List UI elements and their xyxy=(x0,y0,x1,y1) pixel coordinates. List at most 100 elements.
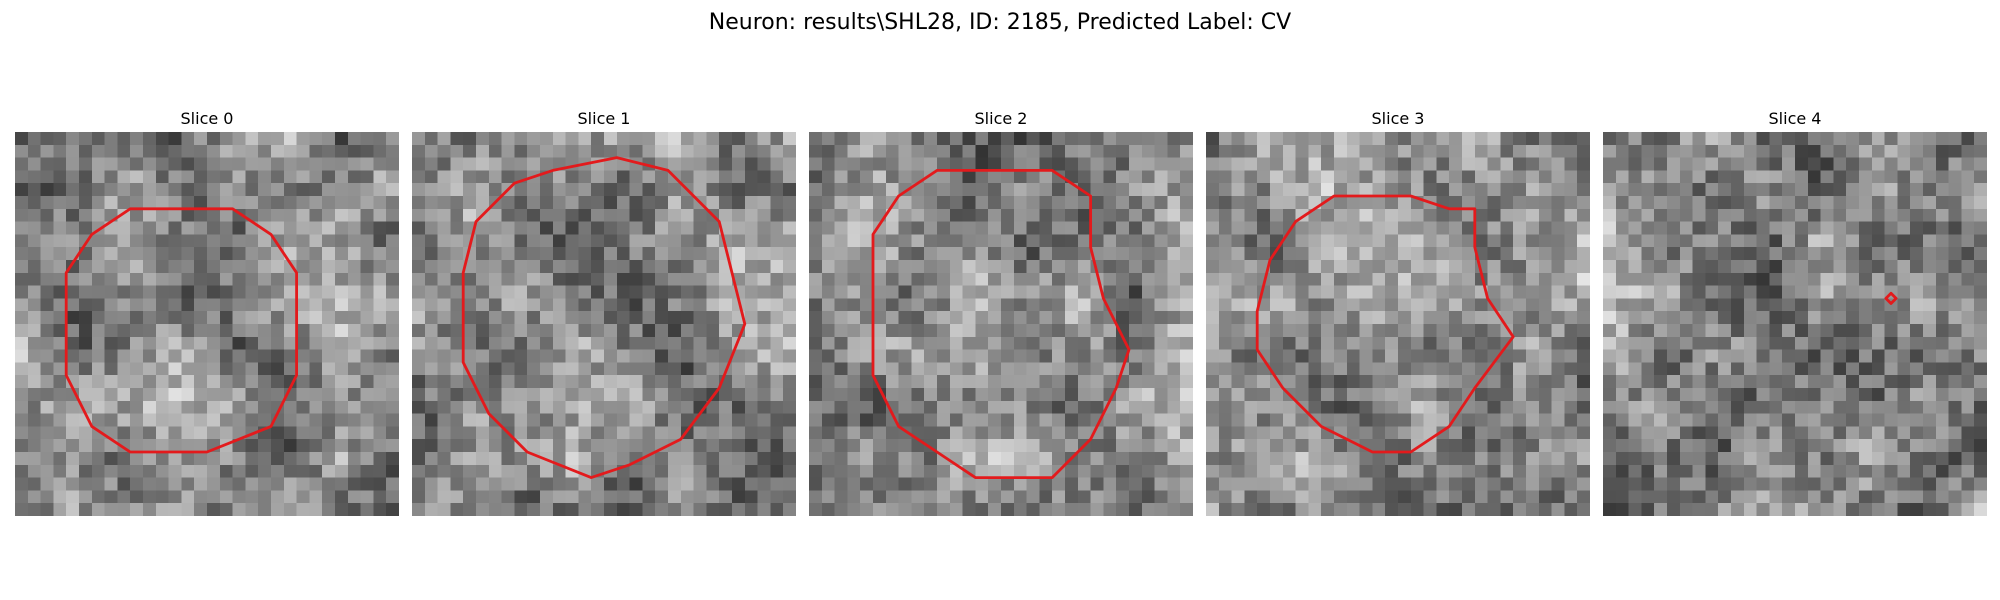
pixel xyxy=(424,285,438,299)
pixel xyxy=(1923,349,1937,363)
pixel xyxy=(1154,324,1168,338)
pixel xyxy=(1141,272,1155,286)
pixel xyxy=(911,260,925,274)
pixel xyxy=(988,388,1002,402)
pixel xyxy=(1526,336,1540,350)
pixel xyxy=(629,490,643,504)
pixel xyxy=(245,375,259,389)
pixel xyxy=(27,234,41,248)
pixel xyxy=(1270,170,1284,184)
pixel xyxy=(757,132,771,146)
pixel xyxy=(360,221,374,235)
pixel xyxy=(1001,234,1015,248)
pixel xyxy=(373,388,387,402)
pixel xyxy=(207,336,221,350)
pixel xyxy=(1871,452,1885,466)
pixel xyxy=(1500,285,1514,299)
pixel xyxy=(501,298,515,312)
pixel xyxy=(1833,413,1847,427)
pixel xyxy=(1551,388,1565,402)
pixel xyxy=(79,426,93,440)
pixel xyxy=(130,170,144,184)
pixel xyxy=(604,439,618,453)
pixel xyxy=(1769,426,1783,440)
pixel xyxy=(232,490,246,504)
pixel xyxy=(783,298,796,312)
pixel xyxy=(860,196,874,210)
pixel xyxy=(501,196,515,210)
pixel xyxy=(40,311,54,325)
pixel xyxy=(424,208,438,222)
pixel xyxy=(527,490,541,504)
pixel xyxy=(194,196,208,210)
pixel xyxy=(347,324,361,338)
pixel xyxy=(347,132,361,146)
pixel xyxy=(1948,439,1962,453)
pixel xyxy=(616,260,630,274)
pixel xyxy=(1667,247,1681,261)
pixel xyxy=(1308,503,1322,516)
pixel xyxy=(1103,272,1117,286)
pixel xyxy=(668,144,682,158)
pixel xyxy=(1474,221,1488,235)
pixel xyxy=(1487,336,1501,350)
pixel xyxy=(1065,196,1079,210)
pixel xyxy=(1603,490,1617,504)
pixel xyxy=(1961,413,1975,427)
pixel xyxy=(1679,503,1693,516)
pixel xyxy=(744,503,758,516)
pixel xyxy=(53,298,67,312)
pixel xyxy=(412,388,426,402)
pixel xyxy=(616,170,630,184)
pixel xyxy=(1538,452,1552,466)
pixel xyxy=(1871,132,1885,146)
pixel xyxy=(155,388,169,402)
pixel xyxy=(1820,247,1834,261)
pixel xyxy=(1948,452,1962,466)
pixel xyxy=(232,183,246,197)
pixel xyxy=(347,170,361,184)
pixel xyxy=(1257,452,1271,466)
pixel xyxy=(463,452,477,466)
pixel xyxy=(1538,439,1552,453)
pixel xyxy=(1910,388,1924,402)
pixel xyxy=(706,285,720,299)
pixel xyxy=(1769,221,1783,235)
pixel xyxy=(1346,132,1360,146)
pixel xyxy=(463,196,477,210)
pixel xyxy=(360,311,374,325)
pixel xyxy=(1795,221,1809,235)
pixel xyxy=(1743,234,1757,248)
pixel xyxy=(757,503,771,516)
pixel xyxy=(1244,490,1258,504)
pixel xyxy=(130,285,144,299)
pixel xyxy=(232,439,246,453)
pixel xyxy=(219,196,233,210)
pixel xyxy=(1052,272,1066,286)
pixel xyxy=(424,324,438,338)
pixel xyxy=(821,196,835,210)
pixel xyxy=(271,349,285,363)
pixel xyxy=(15,285,29,299)
pixel xyxy=(1257,170,1271,184)
pixel xyxy=(1859,272,1873,286)
pixel xyxy=(949,234,963,248)
pixel xyxy=(1756,285,1770,299)
pixel xyxy=(1513,272,1527,286)
pixel xyxy=(501,349,515,363)
pixel xyxy=(181,285,195,299)
pixel xyxy=(1001,157,1015,171)
pixel xyxy=(873,183,887,197)
pixel xyxy=(1334,144,1348,158)
pixel xyxy=(1167,362,1181,376)
pixel xyxy=(680,272,694,286)
pixel xyxy=(1244,157,1258,171)
pixel xyxy=(1667,349,1681,363)
pixel xyxy=(1206,388,1220,402)
pixel xyxy=(1410,375,1424,389)
pixel xyxy=(1282,196,1296,210)
pixel xyxy=(1705,234,1719,248)
pixel xyxy=(1295,247,1309,261)
pixel xyxy=(1731,477,1745,491)
pixel xyxy=(1551,196,1565,210)
